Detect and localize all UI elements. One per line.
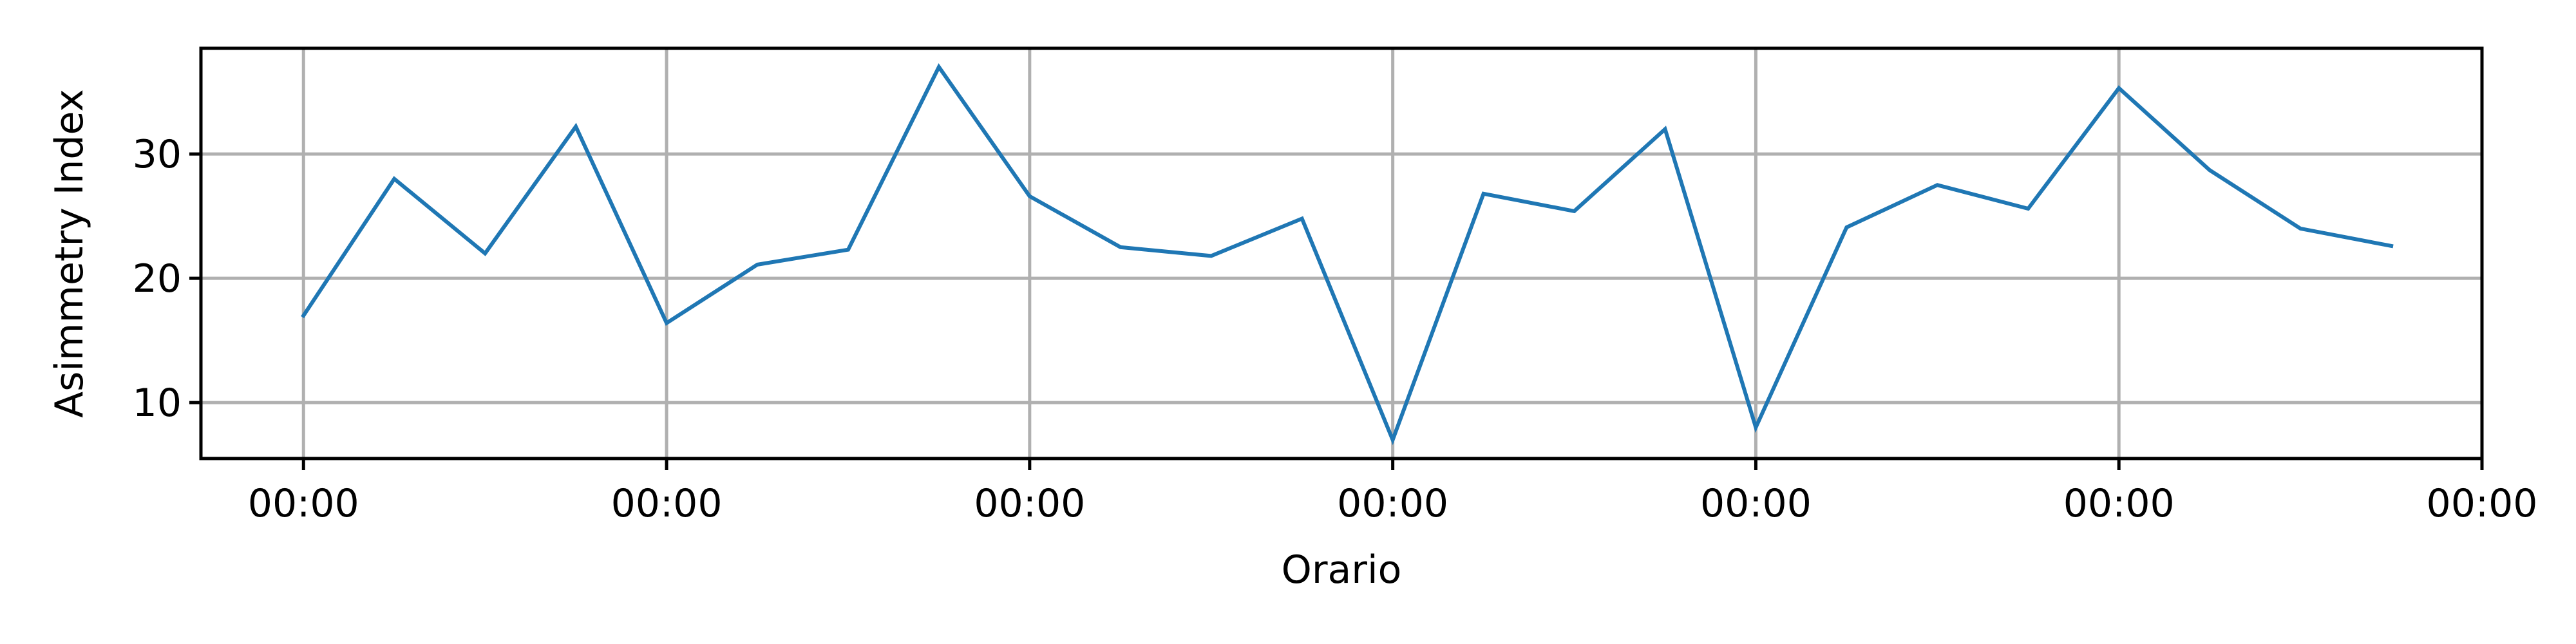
x-tick-label: 00:00 bbox=[1337, 481, 1448, 526]
y-tick-label: 30 bbox=[133, 132, 182, 177]
x-tick-label: 00:00 bbox=[974, 481, 1085, 526]
y-tick-label: 10 bbox=[133, 381, 182, 426]
plot-frame bbox=[199, 46, 2484, 460]
y-gridlines bbox=[201, 152, 2482, 404]
x-axis-ticks: 00:00 00:00 00:00 00:00 00:00 00:00 00:00 bbox=[248, 459, 2538, 526]
x-axis-label: Orario bbox=[1282, 547, 1402, 592]
x-tick-label: 00:00 bbox=[1700, 481, 1812, 526]
y-axis-ticks: 10 20 30 bbox=[133, 132, 201, 426]
series-line bbox=[301, 63, 2394, 446]
y-tick-label: 20 bbox=[133, 256, 182, 301]
y-axis-label: Asimmetry Index bbox=[47, 89, 92, 418]
x-tick-label: 00:00 bbox=[248, 481, 359, 526]
x-tick-label: 00:00 bbox=[2063, 481, 2175, 526]
series-layer bbox=[301, 63, 2394, 446]
x-tick-label: 00:00 bbox=[611, 481, 723, 526]
x-tick-label: 00:00 bbox=[2427, 481, 2538, 526]
